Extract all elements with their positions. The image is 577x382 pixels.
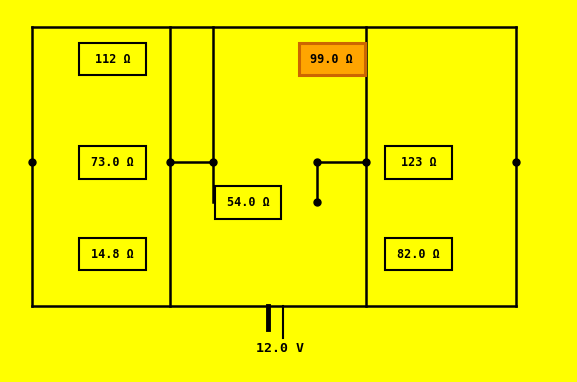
Text: 82.0 Ω: 82.0 Ω bbox=[397, 248, 440, 261]
Text: 54.0 Ω: 54.0 Ω bbox=[227, 196, 269, 209]
FancyBboxPatch shape bbox=[80, 238, 145, 270]
FancyBboxPatch shape bbox=[385, 238, 451, 270]
Text: 99.0 Ω: 99.0 Ω bbox=[310, 53, 353, 66]
Text: 14.8 Ω: 14.8 Ω bbox=[91, 248, 134, 261]
FancyBboxPatch shape bbox=[80, 146, 145, 179]
Text: 112 Ω: 112 Ω bbox=[95, 53, 130, 66]
FancyBboxPatch shape bbox=[385, 146, 451, 179]
Text: 123 Ω: 123 Ω bbox=[400, 156, 436, 169]
Text: 73.0 Ω: 73.0 Ω bbox=[91, 156, 134, 169]
Text: 12.0 V: 12.0 V bbox=[256, 342, 304, 355]
FancyBboxPatch shape bbox=[299, 43, 365, 76]
FancyBboxPatch shape bbox=[215, 186, 281, 219]
FancyBboxPatch shape bbox=[80, 43, 145, 76]
